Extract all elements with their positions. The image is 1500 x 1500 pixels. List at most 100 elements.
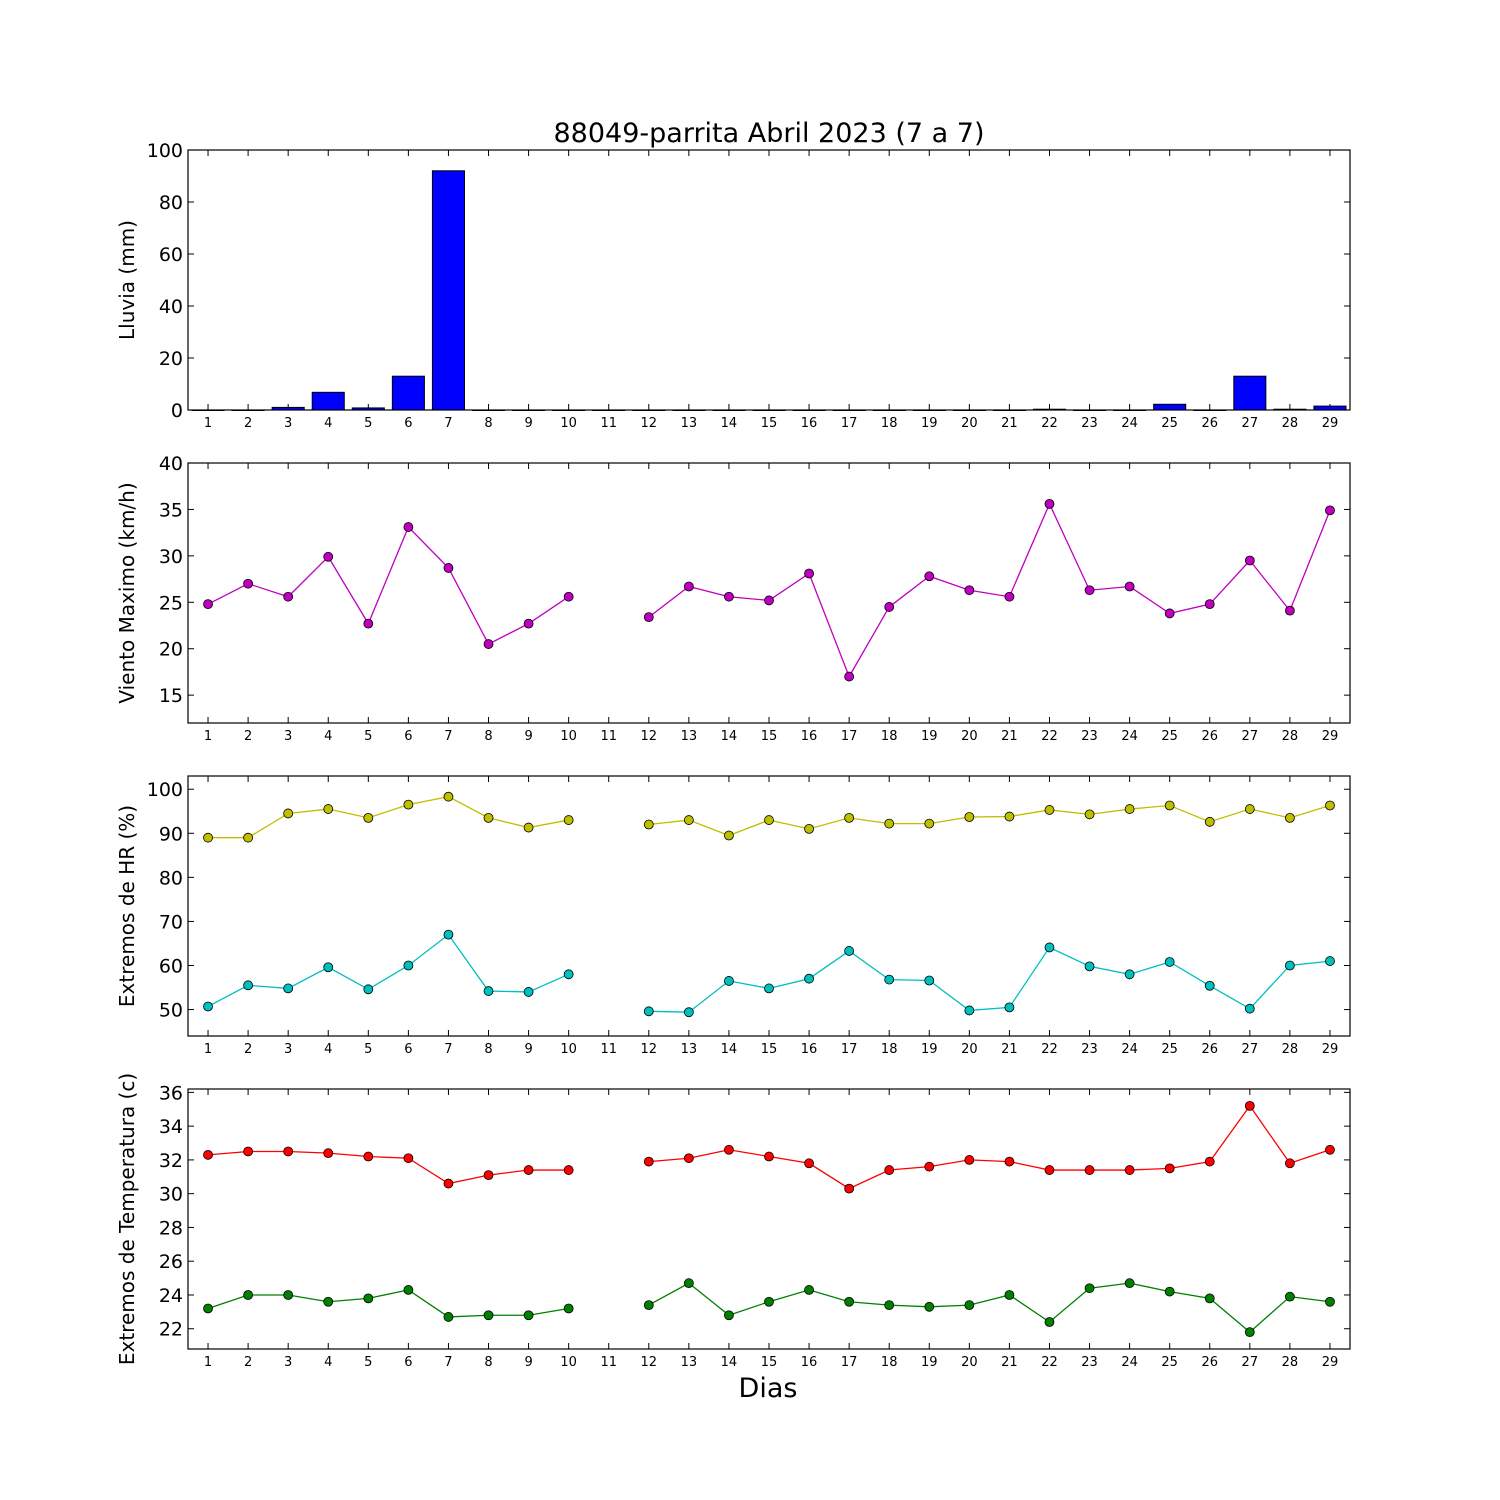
data-point <box>443 1178 454 1189</box>
data-point <box>924 975 935 986</box>
data-point <box>884 974 895 985</box>
x-tick-label: 24 <box>1121 729 1138 744</box>
y-tick-label: 100 <box>147 779 183 801</box>
x-tick-label: 11 <box>600 1355 617 1370</box>
x-tick-label: 9 <box>524 416 532 431</box>
x-tick-label: 29 <box>1322 1042 1339 1057</box>
y-axis-label: Extremos de Temperatura (c) <box>115 1073 139 1365</box>
data-point <box>1204 1293 1215 1304</box>
data-point <box>443 929 454 940</box>
data-point <box>563 1303 574 1314</box>
x-tick-label: 2 <box>244 1042 252 1057</box>
x-tick-label: 25 <box>1161 1355 1178 1370</box>
data-point <box>1164 608 1175 619</box>
x-tick-label: 3 <box>284 729 292 744</box>
x-tick-label: 29 <box>1322 729 1339 744</box>
data-point <box>884 1165 895 1175</box>
x-tick-label: 3 <box>284 1355 292 1370</box>
x-tick-label: 26 <box>1201 1355 1218 1370</box>
series-line-t_max <box>648 1104 1331 1190</box>
data-point <box>683 815 694 825</box>
x-tick-label: 23 <box>1081 1355 1098 1370</box>
series-line-wind <box>207 525 570 645</box>
data-point <box>483 812 494 823</box>
data-point <box>1164 1286 1175 1297</box>
data-point <box>924 818 935 829</box>
data-point <box>764 595 774 606</box>
x-tick-label: 17 <box>841 416 858 431</box>
x-tick-label: 5 <box>364 1042 372 1057</box>
x-tick-label: 25 <box>1161 416 1178 431</box>
x-tick-label: 12 <box>641 729 658 744</box>
series-line-t_max <box>207 1150 569 1185</box>
data-point <box>1044 1317 1055 1327</box>
data-point <box>1124 804 1135 814</box>
x-tick-label: 14 <box>721 1355 738 1370</box>
data-point <box>323 551 334 562</box>
x-tick-label: 1 <box>204 1042 212 1057</box>
y-axis-label: Extremos de HR (%) <box>115 805 139 1007</box>
data-point <box>1004 1156 1015 1167</box>
y-tick-label: 70 <box>159 911 183 933</box>
data-point <box>243 832 254 843</box>
data-point <box>1164 957 1175 967</box>
data-point <box>523 987 534 997</box>
x-tick-label: 15 <box>761 1355 778 1370</box>
y-tick-label: 34 <box>159 1116 183 1138</box>
data-point <box>1204 1156 1215 1167</box>
data-point <box>243 980 254 991</box>
y-tick-label: 100 <box>147 140 183 162</box>
data-point <box>844 1183 855 1194</box>
data-point <box>523 1310 534 1321</box>
data-point <box>683 1007 694 1018</box>
data-point <box>563 969 574 980</box>
x-tick-label: 2 <box>244 1355 252 1370</box>
y-tick-label: 90 <box>159 823 183 845</box>
data-point <box>1004 591 1015 602</box>
x-tick-label: 22 <box>1041 1355 1058 1370</box>
y-axis-label: Lluvia (mm) <box>115 220 139 340</box>
data-point <box>483 1310 494 1321</box>
data-point <box>1244 804 1255 814</box>
data-point <box>804 823 814 834</box>
data-point <box>323 804 334 814</box>
data-point <box>884 602 895 612</box>
data-point <box>1124 969 1135 980</box>
data-point <box>1124 1278 1135 1289</box>
x-tick-label: 21 <box>1001 1355 1018 1370</box>
x-tick-label: 4 <box>324 1355 332 1370</box>
data-point <box>443 1312 454 1322</box>
x-tick-label: 28 <box>1282 416 1299 431</box>
x-tick-label: 1 <box>204 1355 212 1370</box>
x-tick-label: 4 <box>324 729 332 744</box>
data-point <box>724 591 734 602</box>
data-point <box>243 1146 254 1157</box>
data-point <box>964 1155 975 1165</box>
bar <box>391 375 425 411</box>
x-tick-label: 23 <box>1081 416 1098 431</box>
data-point <box>283 983 294 994</box>
y-tick-label: 24 <box>159 1285 183 1307</box>
series-line-t_min <box>648 1282 1331 1333</box>
x-tick-label: 18 <box>881 729 898 744</box>
chart-title: 88049-parrita Abril 2023 (7 a 7) <box>554 118 985 149</box>
data-point <box>924 571 935 582</box>
y-tick-label: 40 <box>159 453 183 475</box>
data-point <box>363 1293 374 1304</box>
data-point <box>924 1301 935 1312</box>
x-tick-label: 13 <box>681 416 698 431</box>
x-tick-label: 6 <box>404 1355 412 1370</box>
x-tick-label: 15 <box>761 416 778 431</box>
bar <box>1153 403 1187 411</box>
data-point <box>203 1149 213 1160</box>
x-tick-label: 14 <box>721 1042 738 1057</box>
x-tick-label: 20 <box>961 1042 978 1057</box>
data-point <box>1044 942 1055 953</box>
x-tick-label: 6 <box>404 1042 412 1057</box>
data-point <box>1124 581 1135 592</box>
data-point <box>1164 800 1175 811</box>
